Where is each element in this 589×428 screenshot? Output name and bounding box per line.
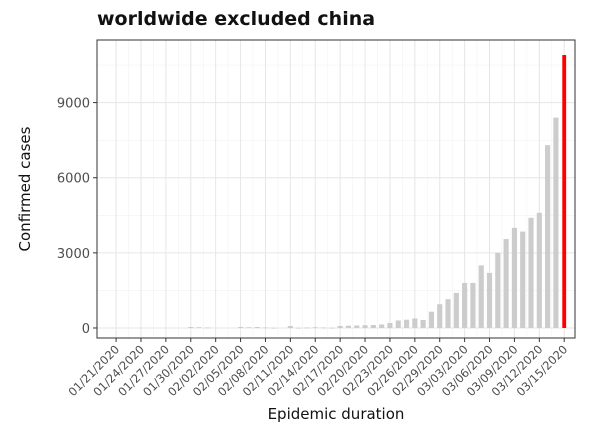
- bar: [271, 327, 277, 329]
- plot-border: [96, 39, 576, 339]
- bar: [511, 227, 517, 328]
- bar: [312, 327, 318, 329]
- bar: [437, 304, 443, 328]
- bar: [462, 282, 468, 328]
- bar: [329, 327, 335, 329]
- bar: [345, 325, 352, 328]
- bar: [495, 252, 501, 328]
- bar: [254, 326, 260, 328]
- bar: [486, 272, 493, 328]
- bar: [362, 325, 368, 328]
- bar: [536, 212, 542, 328]
- bar: [337, 325, 343, 328]
- x-axis-title: Epidemic duration: [268, 405, 405, 423]
- bar: [470, 282, 476, 328]
- bar: [395, 320, 401, 328]
- bar: [296, 327, 302, 329]
- bar: [520, 231, 526, 328]
- y-axis-title: Confirmed cases: [16, 126, 34, 251]
- bar: [387, 322, 393, 328]
- bar: [528, 217, 534, 328]
- y-tick-label: 6000: [57, 172, 90, 187]
- bar: [420, 319, 426, 328]
- bar: [354, 325, 360, 328]
- bar: [403, 319, 410, 328]
- bar: [196, 327, 202, 329]
- chart-title: worldwide excluded china: [97, 8, 376, 30]
- y-tick-label: 9000: [57, 97, 90, 112]
- bar: [428, 311, 435, 328]
- highlight-bar: [562, 55, 567, 328]
- bar: [237, 326, 244, 328]
- bar: [370, 324, 376, 328]
- bar: [453, 292, 459, 328]
- bar: [320, 327, 327, 329]
- y-tick-label: 0: [82, 322, 90, 337]
- bar: [262, 327, 269, 329]
- bar: [304, 327, 310, 329]
- bar: [545, 145, 551, 328]
- bar: [553, 117, 559, 328]
- bar: [379, 324, 385, 328]
- bar: [246, 327, 252, 329]
- bar: [445, 299, 451, 328]
- bar: [478, 265, 484, 328]
- bar: [188, 326, 194, 328]
- plot-background: [97, 40, 575, 338]
- bar: [204, 327, 210, 329]
- y-tick-label: 3000: [57, 247, 90, 262]
- bar: [287, 325, 293, 328]
- bar: [503, 239, 509, 328]
- bar: [412, 318, 418, 328]
